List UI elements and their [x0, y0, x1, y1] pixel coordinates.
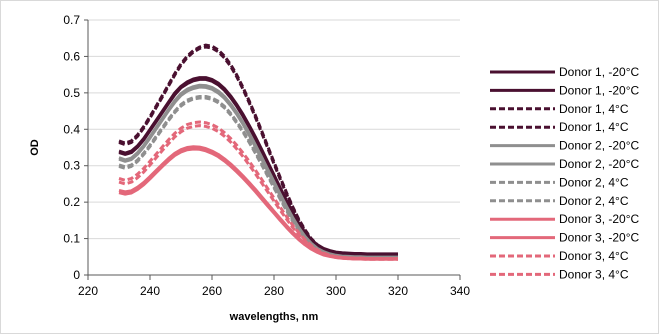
- y-axis-title: OD: [29, 139, 41, 156]
- series-line-2: [118, 77, 398, 257]
- legend: Donor 1, -20°C Donor 1, -20°C Donor 1, 4°C…: [490, 65, 640, 281]
- legend-label: Donor 3, -20°C: [559, 212, 640, 226]
- x-axis-title: wavelengths, nm: [229, 311, 319, 323]
- x-tick-label: 220: [78, 284, 98, 298]
- y-tick-label: 0.7: [63, 13, 80, 27]
- tick-labels: 0 0.1 0.2 0.3 0.4 0.5 0.6 0.7 220 240 260 280 300 320…: [63, 13, 470, 298]
- x-tick-label: 280: [264, 284, 284, 298]
- x-tick-label: 240: [140, 284, 160, 298]
- legend-label: Donor 2, -20°C: [559, 157, 640, 171]
- x-tick-label: 320: [388, 284, 408, 298]
- series-lines: [118, 43, 398, 261]
- legend-label: Donor 1, -20°C: [559, 65, 640, 79]
- series-line-9: [118, 145, 398, 261]
- legend-label: Donor 2, 4°C: [559, 194, 629, 208]
- legend-label: Donor 1, 4°C: [559, 102, 629, 116]
- y-tick-label: 0.1: [63, 232, 80, 246]
- y-tick-label: 0: [73, 268, 80, 282]
- legend-label: Donor 2, -20°C: [559, 139, 640, 153]
- legend-label: Donor 3, 4°C: [559, 267, 629, 281]
- y-tick-label: 0.4: [63, 122, 80, 136]
- y-tick-label: 0.5: [63, 86, 80, 100]
- x-tick-label: 260: [202, 284, 222, 298]
- legend-label: Donor 1, 4°C: [559, 120, 629, 134]
- x-tick-label: 300: [326, 284, 346, 298]
- series-line-11: [118, 120, 398, 261]
- legend-label: Donor 3, -20°C: [559, 231, 640, 245]
- axes: [84, 19, 461, 280]
- legend-label: Donor 1, -20°C: [559, 83, 640, 97]
- y-tick-label: 0.2: [63, 195, 80, 209]
- y-tick-label: 0.6: [63, 49, 80, 63]
- series-line-12: [118, 124, 398, 261]
- y-tick-label: 0.3: [63, 159, 80, 173]
- legend-label: Donor 2, 4°C: [559, 175, 629, 189]
- legend-label: Donor 3, 4°C: [559, 249, 629, 263]
- x-tick-label: 340: [450, 284, 470, 298]
